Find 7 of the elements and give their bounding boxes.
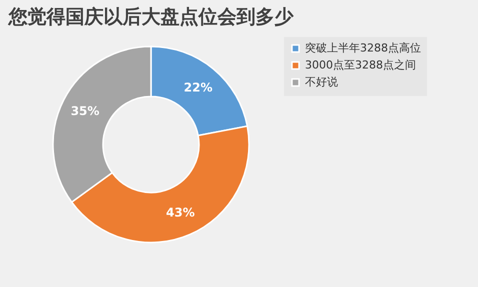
legend-label: 不好说 [305,76,338,88]
data-label: 22% [184,80,213,94]
legend-label: 3000点至3288点之间 [305,58,416,72]
data-label: 43% [166,205,195,220]
data-label: 35% [70,104,100,118]
chart-title: 您觉得国庆以后大盘点位会到多少 [8,6,294,28]
legend-label: 突破上半年3288点高位 [305,42,421,54]
